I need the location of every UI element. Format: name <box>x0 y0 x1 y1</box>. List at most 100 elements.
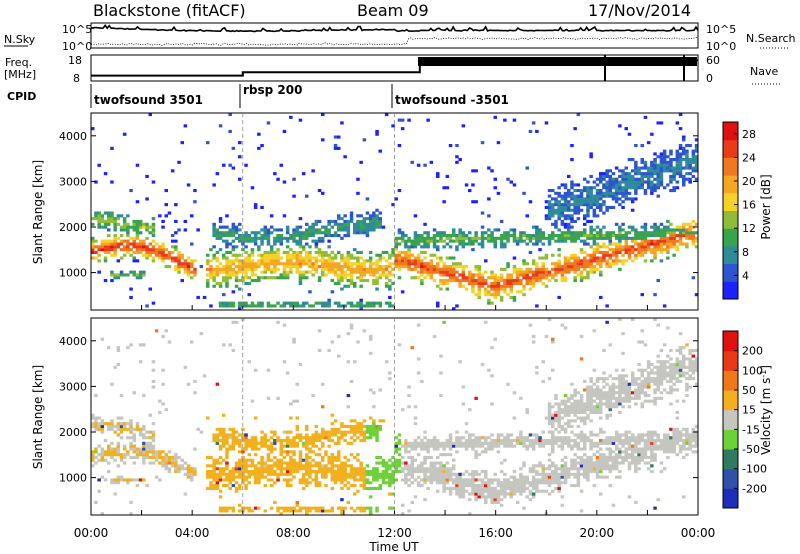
power-cell <box>282 270 287 274</box>
velocity-cell <box>528 441 533 445</box>
velocity-cell <box>129 427 133 431</box>
velocity-cell <box>289 444 293 448</box>
velocity-cell <box>589 441 593 445</box>
velocity-cell <box>458 478 462 482</box>
velocity-cell <box>560 399 565 403</box>
velocity-cell <box>563 461 568 465</box>
power-cell <box>423 265 427 269</box>
power-cell <box>468 189 472 193</box>
velocity-cell <box>551 413 555 417</box>
power-cell <box>231 245 236 249</box>
velocity-cell <box>324 433 328 437</box>
power-cell <box>174 231 178 235</box>
velocity-cell <box>474 453 478 457</box>
velocity-cell <box>116 450 121 454</box>
power-cell <box>512 256 517 260</box>
power-cell <box>269 231 274 235</box>
power-cell <box>362 217 367 221</box>
velocity-cell <box>455 484 459 488</box>
power-cell <box>659 169 664 173</box>
power-cell <box>544 121 549 125</box>
velocity-cell <box>503 458 507 462</box>
power-cell <box>231 166 236 170</box>
power-cell <box>340 225 344 229</box>
power-cell <box>317 259 322 263</box>
power-cell <box>576 113 581 117</box>
power-cell <box>608 253 612 257</box>
velocity-cell <box>490 402 494 406</box>
power-cell <box>138 219 143 223</box>
velocity-cell <box>391 455 395 459</box>
power-cell <box>512 281 517 285</box>
power-cell <box>506 234 510 238</box>
velocity-cell <box>273 439 277 443</box>
velocity-cell <box>426 470 430 474</box>
power-cell <box>394 262 398 266</box>
power-cell <box>145 228 149 232</box>
power-cell <box>464 234 469 238</box>
power-cell <box>170 245 175 249</box>
velocity-cell <box>560 458 565 462</box>
power-cell <box>266 231 271 235</box>
velocity-cell <box>583 419 587 423</box>
velocity-cell <box>573 441 577 445</box>
velocity-cell <box>531 484 536 488</box>
power-cell <box>285 273 290 277</box>
power-cell <box>100 242 105 246</box>
velocity-cell <box>116 447 121 451</box>
power-cell <box>614 222 619 226</box>
velocity-cell <box>570 447 574 451</box>
velocity-cell <box>356 478 360 482</box>
velocity-cell <box>528 433 533 437</box>
velocity-cell <box>368 424 373 428</box>
velocity-cell <box>452 478 456 482</box>
power-cell <box>570 217 574 221</box>
power-cell <box>624 250 628 254</box>
power-cell <box>238 253 242 257</box>
power-cell <box>142 242 146 246</box>
velocity-cell <box>512 391 517 395</box>
velocity-cell <box>592 467 597 471</box>
power-cell <box>266 276 271 280</box>
power-cell <box>452 307 456 311</box>
power-cell <box>426 242 430 246</box>
velocity-cell <box>547 416 552 420</box>
power-cell <box>637 231 641 235</box>
velocity-cell <box>573 472 577 476</box>
velocity-cell <box>567 399 571 403</box>
velocity-cell <box>215 427 220 431</box>
velocity-cell <box>289 509 293 513</box>
power-cell <box>678 163 683 167</box>
velocity-cell <box>554 472 558 476</box>
power-cell <box>359 225 363 229</box>
velocity-cell <box>557 475 561 479</box>
power-cell <box>429 265 434 269</box>
power-cell <box>605 262 609 266</box>
velocity-cell <box>573 439 577 443</box>
velocity-cell <box>484 489 488 493</box>
power-cell <box>260 228 264 232</box>
power-cell <box>410 259 414 263</box>
power-cell <box>231 290 236 294</box>
power-cell <box>266 253 271 257</box>
velocity-cell <box>311 436 315 440</box>
velocity-cell <box>94 461 98 465</box>
power-cell <box>640 158 644 162</box>
power-cell <box>375 253 379 257</box>
power-cell <box>388 262 392 266</box>
velocity-cell <box>250 458 255 462</box>
velocity-cell <box>583 458 587 462</box>
power-cell <box>531 281 536 285</box>
power-cell <box>455 155 459 159</box>
power-cell <box>592 211 597 215</box>
power-cell <box>640 236 644 240</box>
power-cell <box>675 248 680 252</box>
power-cell <box>343 234 347 238</box>
velocity-cell <box>586 391 590 395</box>
velocity-cell <box>356 424 360 428</box>
power-cell <box>110 214 114 218</box>
velocity-cell <box>531 478 536 482</box>
velocity-cell <box>135 422 140 426</box>
velocity-cell <box>295 399 299 403</box>
power-cell <box>161 245 165 249</box>
